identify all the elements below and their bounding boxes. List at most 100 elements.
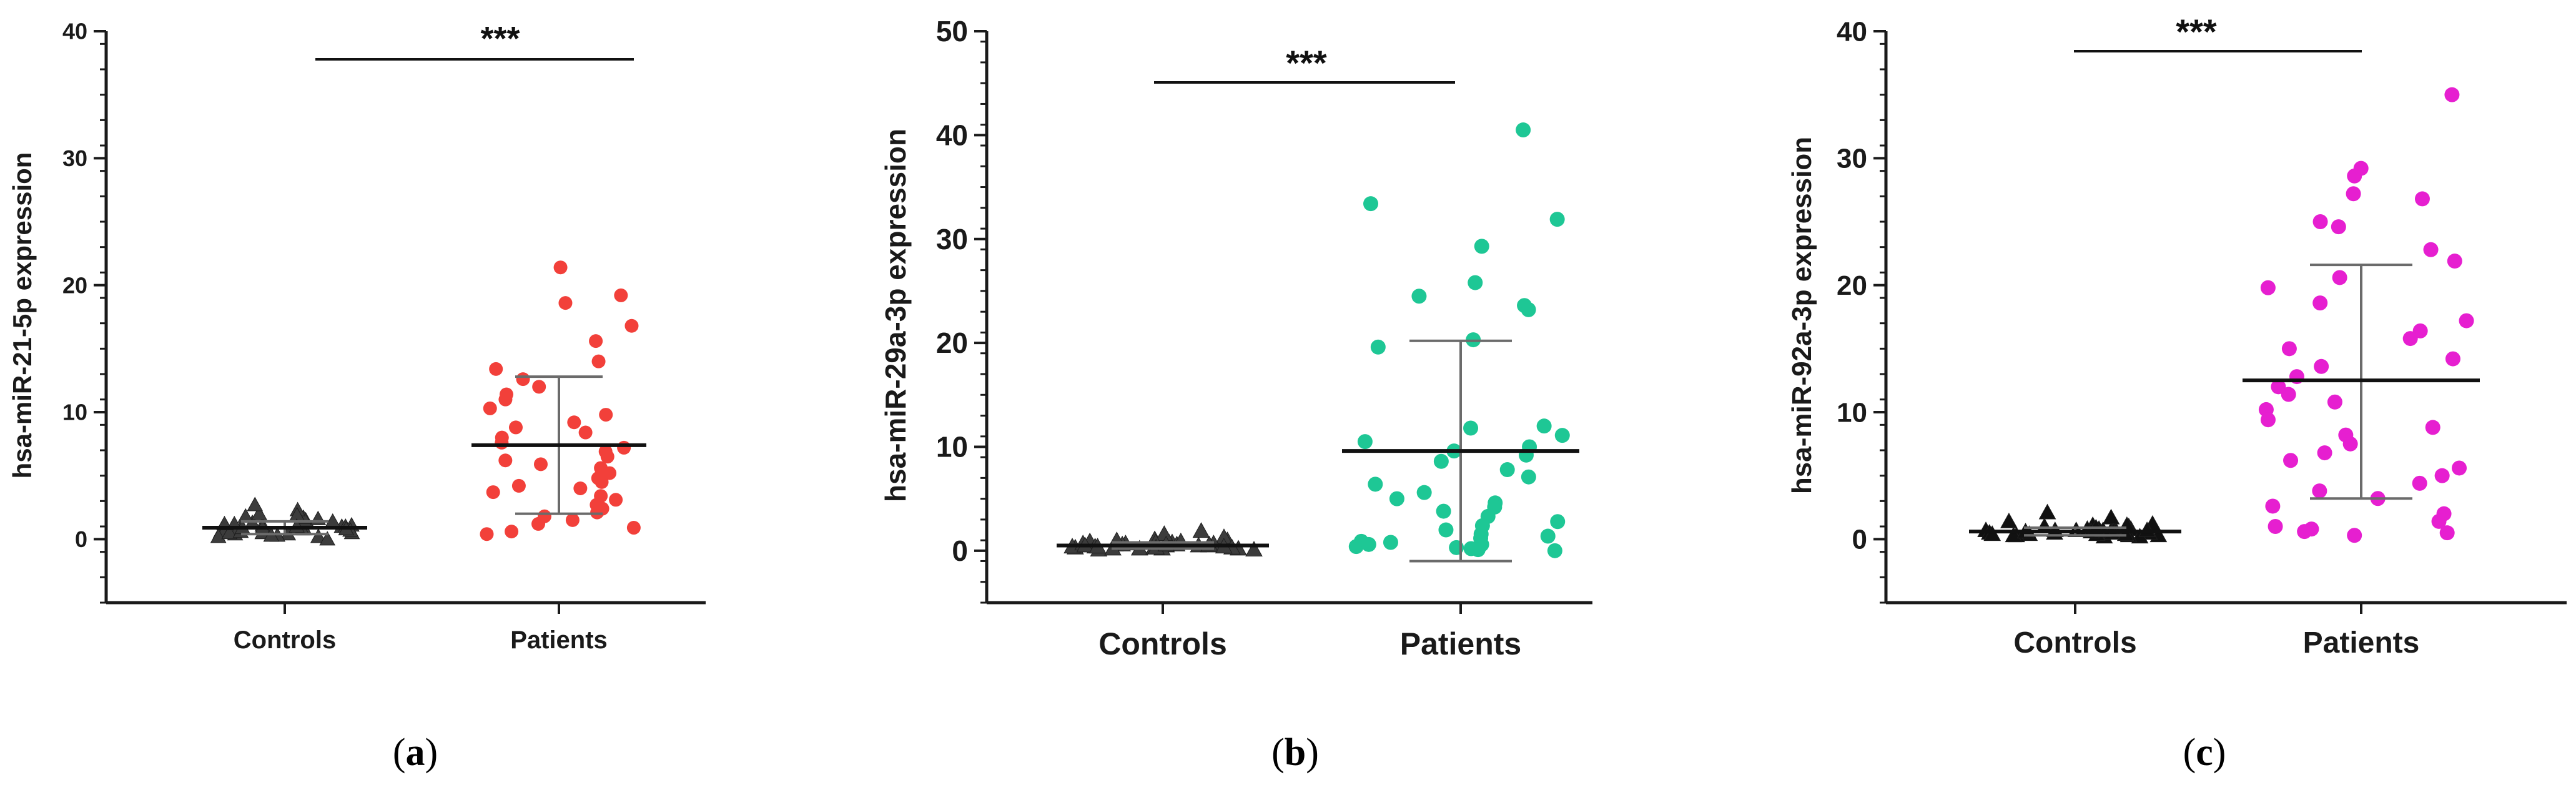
- data-point-controls: [210, 528, 227, 543]
- data-point-patients: [1499, 462, 1515, 478]
- data-point-patients: [2346, 186, 2361, 202]
- caption-open-c: (: [2183, 731, 2196, 774]
- y-tick-label: 0: [1852, 525, 1867, 555]
- data-point-patients: [2439, 525, 2455, 541]
- data-point-patients: [1547, 543, 1562, 558]
- data-point-patients: [589, 334, 603, 348]
- caption-close-a: ): [425, 731, 438, 774]
- data-point-patients: [567, 415, 581, 430]
- y-tick-label: 40: [936, 119, 968, 151]
- error-bars-a: [202, 375, 646, 536]
- data-point-patients: [2265, 498, 2281, 514]
- data-point-patients: [2312, 295, 2328, 311]
- y-tick-label: 0: [952, 535, 968, 567]
- y-tick-label: 40: [1837, 16, 1867, 47]
- data-point-patients: [1438, 522, 1454, 538]
- data-point-patients: [498, 392, 513, 407]
- data-point-patients: [1363, 196, 1379, 212]
- data-point-controls: [1192, 522, 1210, 538]
- data-point-patients: [626, 521, 641, 535]
- x-category-controls-c: Controls: [2013, 626, 2136, 659]
- data-points-c: [1977, 87, 2474, 544]
- data-point-patients: [1516, 122, 1531, 138]
- data-point-patients: [1521, 302, 1536, 317]
- data-point-patients: [1536, 418, 1552, 434]
- caption-letter-b: b: [1285, 731, 1306, 774]
- data-point-patients: [1436, 503, 1451, 519]
- data-point-patients: [2271, 379, 2286, 395]
- panel-b: 0 10 20 30 40 50 hsa-miR-29a-3p expression **…: [879, 15, 1592, 774]
- data-point-patients: [2412, 475, 2427, 491]
- error-bars-c: [1969, 264, 2480, 537]
- data-point-patients: [2327, 394, 2342, 410]
- data-point-patients: [1540, 528, 1556, 544]
- data-point-patients: [2423, 242, 2439, 257]
- data-point-patients: [578, 425, 593, 440]
- data-point-patients: [565, 513, 580, 527]
- data-point-patients: [2402, 331, 2418, 347]
- data-point-patients: [1411, 289, 1427, 304]
- caption-letter-c: c: [2196, 731, 2213, 774]
- error-bars-b: [1057, 339, 1579, 563]
- data-point-patients: [600, 450, 614, 464]
- data-point-patients: [624, 318, 639, 333]
- data-point-patients: [1348, 539, 1364, 555]
- y-tick-label: 40: [62, 19, 87, 44]
- data-point-patients: [1416, 485, 1432, 500]
- y-tick-label: 10: [62, 400, 87, 425]
- data-point-patients: [1463, 420, 1479, 436]
- data-point-controls: [247, 496, 264, 511]
- data-point-controls: [2000, 512, 2018, 528]
- x-category-patients-c: Patients: [2303, 626, 2420, 659]
- y-tick-label: 20: [1837, 270, 1867, 301]
- y-tick-label: 20: [936, 327, 968, 359]
- data-point-patients: [553, 260, 568, 275]
- data-point-patients: [2452, 460, 2467, 476]
- data-point-controls: [310, 510, 327, 525]
- data-point-patients: [2260, 280, 2276, 295]
- data-point-patients: [2332, 270, 2347, 285]
- data-point-patients: [2268, 519, 2283, 534]
- caption-open-b: (: [1271, 731, 1285, 774]
- data-point-patients: [2434, 468, 2450, 483]
- data-point-patients: [1383, 535, 1398, 550]
- data-point-patients: [1468, 275, 1483, 290]
- y-tick-label: 0: [75, 526, 87, 552]
- data-point-patients: [1549, 212, 1565, 227]
- data-point-patients: [498, 453, 513, 468]
- panel-caption-a: (a): [393, 731, 438, 774]
- y-tick-label: 10: [936, 431, 968, 463]
- data-point-patients: [495, 435, 509, 450]
- data-point-patients: [1357, 434, 1373, 450]
- data-point-patients: [2312, 483, 2327, 499]
- y-tick-label: 30: [936, 223, 968, 255]
- y-axis-title-b: hsa-miR-29a-3p expression: [879, 129, 912, 502]
- data-point-patients: [609, 493, 623, 507]
- data-point-patients: [1368, 476, 1383, 492]
- data-point-patients: [591, 354, 606, 368]
- data-point-patients: [1470, 542, 1486, 558]
- data-point-patients: [2447, 254, 2462, 269]
- panel-caption-b: (b): [1271, 731, 1319, 774]
- data-point-patients: [1370, 339, 1386, 355]
- x-category-patients-a: Patients: [510, 626, 608, 654]
- significance-label-c: ***: [2176, 12, 2217, 51]
- data-point-controls: [2102, 508, 2120, 525]
- x-category-controls-a: Controls: [234, 626, 336, 654]
- x-category-controls-b: Controls: [1098, 626, 1227, 661]
- data-point-patients: [1474, 239, 1489, 254]
- y-tick-label: 30: [1837, 144, 1867, 174]
- caption-open-a: (: [393, 731, 406, 774]
- data-point-patients: [2281, 341, 2297, 357]
- data-point-controls: [251, 505, 267, 520]
- y-tick-label: 30: [62, 146, 87, 171]
- y-tick-label: 20: [62, 272, 87, 298]
- data-point-patients: [483, 401, 497, 415]
- data-point-patients: [617, 440, 631, 455]
- data-point-patients: [2312, 214, 2328, 229]
- significance-label-b: ***: [1286, 43, 1327, 82]
- data-point-patients: [511, 478, 526, 493]
- x-category-patients-b: Patients: [1400, 626, 1522, 661]
- y-tick-label: 50: [936, 15, 968, 47]
